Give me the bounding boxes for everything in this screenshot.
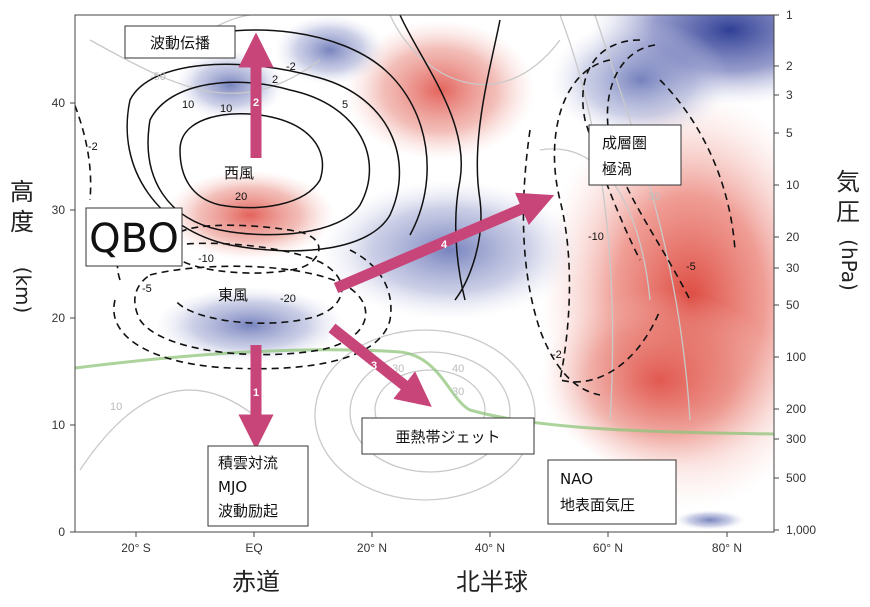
bottom-tick: EQ — [245, 541, 262, 555]
left-tick: 30 — [52, 203, 66, 217]
qbo-label: QBO — [89, 216, 179, 262]
right-tick: 3 — [786, 88, 793, 102]
contour-label: -5 — [686, 261, 696, 273]
right-tick: 100 — [786, 350, 806, 364]
arrow-2-number: 2 — [253, 97, 259, 109]
left-axis-title: 高 度 (km) — [10, 178, 35, 313]
contour-label: -50 — [150, 71, 166, 83]
contour-label: -10 — [588, 231, 604, 243]
nao-text: NAO — [560, 470, 593, 488]
westerly-label: 西風 — [224, 164, 254, 182]
contour-label: 5 — [342, 99, 348, 111]
contour-label: -2 — [552, 349, 562, 361]
northern-hemisphere-label: 北半球 — [456, 568, 528, 596]
right-tick: 300 — [786, 432, 806, 446]
contour-label: -5 — [142, 283, 152, 295]
tropopause-line — [75, 348, 774, 436]
left-title-unit: (km) — [11, 267, 35, 314]
plot-area: 2 5 10 20 -2 -5 -10 -20 10 -2 -5 -10 -2 … — [75, 15, 774, 530]
bottom-tick: 20° S — [121, 541, 150, 555]
arrow-1-number: 1 — [253, 387, 259, 399]
qbo-box: QBO — [85, 207, 183, 267]
right-tick: 200 — [786, 402, 806, 416]
left-tick: 10 — [52, 418, 66, 432]
anomaly-shading — [155, 15, 774, 530]
bottom-tick: 20° N — [357, 541, 387, 555]
right-tick: 1 — [786, 8, 793, 22]
right-axis-title: 気 圧 (hPa) — [836, 168, 861, 291]
right-axis: 1 2 3 5 10 20 30 50 100 200 300 500 1,00… — [774, 8, 816, 537]
bottom-tick: 80° N — [712, 541, 742, 555]
right-tick: 1,000 — [786, 523, 816, 537]
convection-box: 積雲対流 MJO 波動励起 — [207, 445, 309, 527]
nao-text: 地表面気圧 — [560, 496, 635, 514]
wave-propagation-text: 波動伝播 — [150, 34, 210, 52]
left-tick: 20 — [52, 311, 66, 325]
right-tick: 2 — [786, 59, 793, 73]
right-title-unit: (hPa) — [837, 239, 861, 291]
left-tick: 0 — [58, 525, 65, 539]
right-tick: 5 — [786, 126, 793, 140]
polar-vortex-text: 成層圏 — [602, 134, 647, 152]
right-tick: 50 — [786, 298, 800, 312]
easterly-label: 東風 — [218, 286, 248, 304]
left-tick: 40 — [52, 96, 66, 110]
contour-label: 10 — [110, 401, 122, 413]
contour-label: 30 — [648, 191, 660, 203]
arrow-4 — [333, 192, 555, 294]
subtropical-jet-box: 亜熱帯ジェット — [361, 417, 535, 455]
left-axis: 0 10 20 30 40 — [52, 96, 75, 539]
arrow-3-number: 3 — [371, 360, 377, 372]
contour-label: 30 — [452, 386, 464, 398]
plot-frame — [74, 14, 775, 533]
contour-label: 20 — [235, 191, 247, 203]
contour-label: 40 — [452, 363, 464, 375]
convection-text: 積雲対流 — [218, 454, 278, 472]
contour-label: -2 — [286, 61, 296, 73]
bottom-tick: 40° N — [475, 541, 505, 555]
contour-label: 2 — [272, 74, 278, 86]
left-title-char: 高 — [10, 178, 34, 206]
bottom-tick: 60° N — [593, 541, 623, 555]
arrow-4-number: 4 — [441, 239, 448, 251]
bottom-axis: 20° S EQ 20° N 40° N 60° N 80° N — [121, 532, 742, 555]
right-title-char: 圧 — [836, 198, 860, 226]
contour-label: -10 — [198, 253, 214, 265]
equator-region-label: 赤道 — [232, 568, 280, 596]
right-title-char: 気 — [836, 168, 860, 196]
convection-text: MJO — [218, 478, 247, 496]
left-title-char: 度 — [10, 208, 34, 236]
convection-text: 波動励起 — [218, 502, 278, 520]
right-tick: 10 — [786, 178, 800, 192]
contour-labels: 2 5 10 20 -2 -5 -10 -20 10 -2 -5 -10 -2 … — [88, 61, 696, 413]
contour-label: 10 — [220, 103, 232, 115]
contour-label: -2 — [88, 141, 98, 153]
right-tick: 500 — [786, 471, 806, 485]
right-tick: 30 — [786, 261, 800, 275]
arrow-3 — [328, 323, 432, 407]
wave-propagation-box: 波動伝播 — [124, 25, 236, 59]
subtropical-jet-text: 亜熱帯ジェット — [395, 428, 500, 446]
polar-vortex-box: 成層圏 極渦 — [588, 124, 682, 186]
contour-label: 10 — [182, 99, 194, 111]
polar-vortex-text: 極渦 — [602, 160, 632, 178]
arrows — [238, 32, 555, 450]
contour-label: -20 — [280, 293, 296, 305]
right-tick: 20 — [786, 230, 800, 244]
nao-box: NAO 地表面気圧 — [547, 459, 677, 525]
